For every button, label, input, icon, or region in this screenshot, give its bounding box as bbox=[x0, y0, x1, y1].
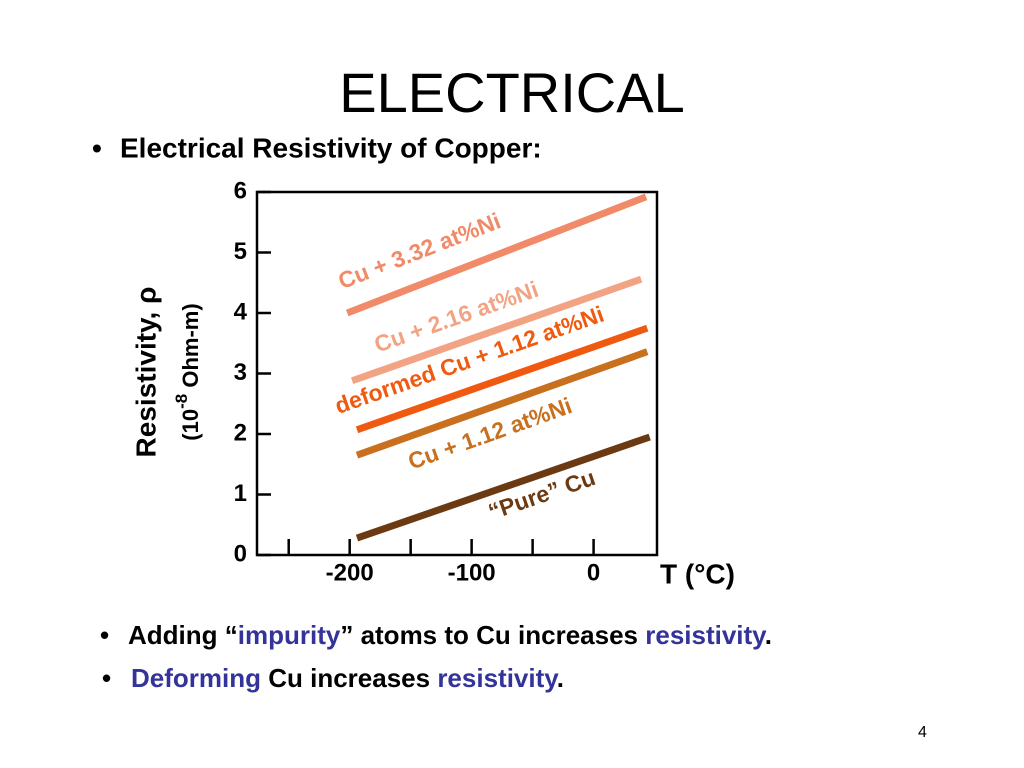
highlight-text: impurity bbox=[238, 620, 341, 650]
y-tick-label: 2 bbox=[234, 419, 247, 446]
y-tick-label: 5 bbox=[234, 238, 247, 265]
plain-text: . bbox=[765, 620, 772, 650]
x-axis-label: T (°C) bbox=[660, 558, 735, 589]
slide-title: ELECTRICAL bbox=[339, 61, 684, 124]
bullet-dot: • bbox=[92, 132, 102, 163]
page-number: 4 bbox=[918, 724, 927, 741]
x-tick-label: -200 bbox=[326, 559, 374, 586]
y-tick-label: 4 bbox=[234, 298, 248, 325]
series-line bbox=[355, 433, 651, 542]
bullet-text: Electrical Resistivity of Copper: bbox=[120, 132, 542, 163]
bullet-dot: • bbox=[100, 620, 109, 650]
highlight-text: Deforming bbox=[131, 663, 261, 693]
x-tick-label: 0 bbox=[587, 559, 600, 586]
bullet-text: Adding “impurity” atoms to Cu increases … bbox=[128, 620, 772, 650]
plain-text: Adding “ bbox=[128, 620, 238, 650]
y-axis-units: (10-8 Ohm-m) bbox=[172, 303, 203, 440]
series-line bbox=[355, 348, 649, 459]
plain-text: ” atoms to Cu increases bbox=[340, 620, 645, 650]
x-tick-label: -100 bbox=[448, 559, 496, 586]
plain-text: . bbox=[557, 663, 564, 693]
highlight-text: resistivity bbox=[437, 663, 559, 693]
bullet-text: Deforming Cu increases resistivity. bbox=[131, 663, 564, 693]
plain-text: Cu increases bbox=[261, 663, 437, 693]
y-axis-label: Resistivity, ρ bbox=[130, 287, 161, 458]
series-line bbox=[350, 275, 643, 385]
units-part: -8 bbox=[172, 394, 191, 409]
highlight-text: resistivity bbox=[645, 620, 767, 650]
series-label: Cu + 3.32 at%Ni bbox=[334, 207, 504, 294]
units-part: (10 bbox=[178, 409, 203, 441]
series-line bbox=[345, 193, 648, 317]
y-tick-label: 0 bbox=[234, 540, 247, 567]
y-tick-label: 3 bbox=[234, 359, 247, 386]
bullet-dot: • bbox=[102, 663, 111, 693]
y-tick-label: 1 bbox=[234, 480, 247, 507]
units-part: Ohm-m) bbox=[178, 303, 203, 393]
y-tick-label: 6 bbox=[234, 177, 247, 204]
series-line bbox=[355, 324, 649, 434]
